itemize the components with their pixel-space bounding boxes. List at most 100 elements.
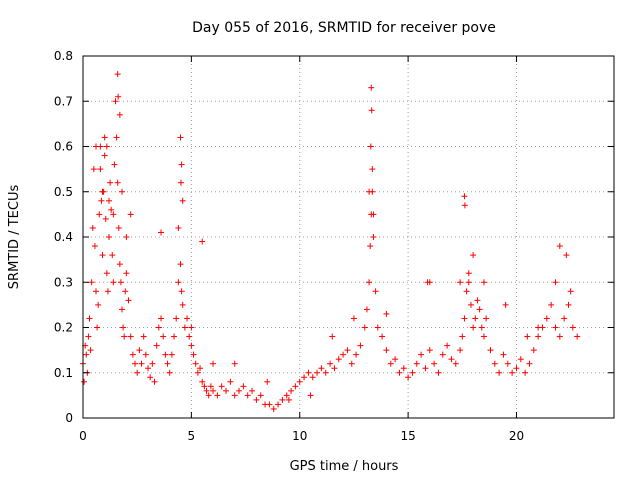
data-point	[422, 365, 429, 372]
data-point	[89, 224, 96, 231]
data-point	[368, 107, 375, 114]
data-point	[491, 360, 498, 367]
data-point	[461, 315, 468, 322]
data-point	[357, 342, 364, 349]
data-point	[574, 333, 581, 340]
data-point	[175, 224, 182, 231]
data-point	[283, 392, 290, 399]
x-tick-label: 20	[509, 429, 524, 443]
data-point	[467, 301, 474, 308]
data-point	[552, 279, 559, 286]
data-point	[476, 306, 483, 313]
x-tick-label: 0	[79, 429, 87, 443]
data-point	[95, 301, 102, 308]
data-point	[90, 166, 97, 173]
data-point	[116, 261, 123, 268]
data-point	[367, 243, 374, 250]
data-point	[461, 193, 468, 200]
data-point	[413, 360, 420, 367]
data-point	[153, 342, 160, 349]
data-point	[483, 315, 490, 322]
data-point	[524, 333, 531, 340]
data-point	[98, 197, 105, 204]
data-point	[496, 369, 503, 376]
data-point	[240, 383, 247, 390]
data-point	[465, 270, 472, 277]
data-point	[86, 315, 93, 322]
data-point	[158, 315, 165, 322]
data-point	[179, 301, 186, 308]
data-point	[162, 351, 169, 358]
data-point	[470, 324, 477, 331]
data-point	[383, 310, 390, 317]
data-point	[119, 188, 126, 195]
data-point	[387, 360, 394, 367]
data-point	[472, 315, 479, 322]
data-point	[517, 356, 524, 363]
data-point	[444, 342, 451, 349]
y-tick-label: 0.5	[54, 185, 73, 199]
data-point	[210, 360, 217, 367]
data-point	[400, 365, 407, 372]
data-point	[367, 143, 374, 150]
data-point	[107, 179, 114, 186]
data-point	[160, 333, 167, 340]
y-tick-label: 0.8	[54, 49, 73, 63]
data-point	[563, 252, 570, 259]
data-point	[257, 392, 264, 399]
data-point	[122, 288, 129, 295]
data-point	[379, 333, 386, 340]
data-point	[369, 166, 376, 173]
data-point	[87, 347, 94, 354]
data-point	[197, 365, 204, 372]
data-point	[178, 288, 185, 295]
data-point	[104, 288, 111, 295]
data-point	[470, 252, 477, 259]
data-point	[353, 351, 360, 358]
data-point	[474, 297, 481, 304]
data-point	[348, 360, 355, 367]
data-point	[327, 360, 334, 367]
data-point	[177, 134, 184, 141]
data-point	[530, 347, 537, 354]
data-point	[210, 387, 217, 394]
data-point	[279, 396, 286, 403]
data-point	[307, 392, 314, 399]
data-point	[129, 351, 136, 358]
data-point	[504, 360, 511, 367]
data-point	[166, 369, 173, 376]
data-point	[409, 369, 416, 376]
data-point	[85, 333, 92, 340]
data-point	[108, 206, 115, 213]
data-point	[392, 356, 399, 363]
data-point	[112, 98, 119, 105]
data-point	[361, 324, 368, 331]
y-tick-label: 0.4	[54, 230, 73, 244]
data-point	[121, 333, 128, 340]
data-point	[266, 401, 273, 408]
data-point	[264, 378, 271, 385]
data-point	[236, 387, 243, 394]
data-point	[192, 360, 199, 367]
data-point	[435, 369, 442, 376]
data-point	[138, 360, 145, 367]
data-point	[522, 369, 529, 376]
data-point	[535, 333, 542, 340]
data-point	[318, 365, 325, 372]
data-point	[288, 387, 295, 394]
plot-frame	[82, 55, 615, 419]
y-tick-label: 0.3	[54, 275, 73, 289]
data-point	[309, 374, 316, 381]
data-point	[370, 211, 377, 218]
data-point	[125, 297, 132, 304]
y-tick-label: 0.6	[54, 140, 73, 154]
data-point	[134, 369, 141, 376]
data-point	[158, 229, 165, 236]
data-point	[99, 252, 106, 259]
data-point	[567, 288, 574, 295]
data-point	[116, 111, 123, 118]
data-point	[465, 279, 472, 286]
data-point	[366, 279, 373, 286]
data-point	[109, 252, 116, 259]
x-tick-label: 10	[292, 429, 307, 443]
